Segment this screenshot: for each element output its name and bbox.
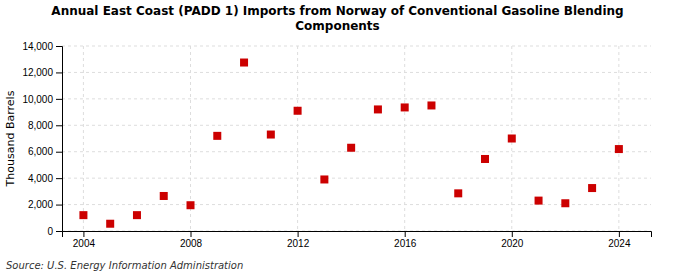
point [106,220,114,228]
tick-label: 12,000 [22,67,53,78]
point [240,59,248,67]
tick: 14,000 [22,41,62,52]
tick: 10,000 [22,94,62,105]
point [561,199,569,207]
y-axis-title: Thousand Barrels [4,90,17,187]
tick-label: 2012 [287,238,310,249]
tick-label: 0 [47,226,53,237]
axis-line [56,47,63,232]
grid [62,46,651,231]
tick-label: 2024 [608,238,631,249]
tick: 12,000 [22,67,62,78]
tick-mark [83,231,84,237]
tick-label: 2016 [394,238,417,249]
tick-label: 2004 [73,238,96,249]
grid-line [297,46,298,231]
tick: 8,000 [28,120,62,131]
x-axis: 2004 2008 2012 2016 2020 2024 [63,231,652,249]
tick-mark [619,231,620,237]
point [481,155,489,163]
tick-mark [56,46,62,47]
source-note: Source: U.S. Energy Information Administ… [6,260,243,271]
plot: 2004 2008 2012 2016 2020 2024 0 2,000 4,000 6,000… [22,41,651,249]
tick-label: 14,000 [22,41,53,52]
tick-label: 2008 [180,238,203,249]
point [294,107,302,115]
tick-label: 8,000 [28,120,53,131]
tick-mark [56,231,62,232]
tick-label: 2020 [501,238,524,249]
point [347,144,355,152]
point [160,192,168,200]
point [401,103,409,111]
tick-mark [56,205,62,206]
tick-mark [56,178,62,179]
grid-line [404,46,405,231]
point [508,135,516,143]
tick: 2004 [73,231,96,249]
point [588,184,596,192]
tick: 2016 [394,231,417,249]
grid-line [62,151,651,152]
axis-line [63,232,652,238]
grid-line [62,46,651,47]
point [320,175,328,183]
grid-line [618,46,619,231]
tick: 0 [47,226,62,237]
tick-mark [56,125,62,126]
chart: 2004 2008 2012 2016 2020 2024 0 2,000 4,000 6,000… [0,0,675,275]
grid-line [62,98,651,99]
tick-mark [56,152,62,153]
tick-label: 10,000 [22,94,53,105]
grid-line [83,46,84,231]
grid-line [62,125,651,126]
tick-label: 2,000 [28,199,53,210]
points [79,59,622,228]
grid-line [62,178,651,179]
tick: 2012 [287,231,310,249]
tick-mark [298,231,299,237]
tick-mark [405,231,406,237]
tick-mark [56,72,62,73]
tick: 4,000 [28,173,62,184]
tick-mark [191,231,192,237]
tick: 2020 [501,231,524,249]
tick: 2008 [180,231,203,249]
tick: 2024 [608,231,631,249]
point [213,132,221,140]
point [267,131,275,139]
tick-mark [56,99,62,100]
point [615,145,623,153]
point [374,105,382,113]
grid-line [62,72,651,73]
tick: 2,000 [28,199,62,210]
point [535,197,543,205]
title: Annual East Coast (PADD 1) Imports from … [51,4,623,33]
point [187,201,195,209]
tick: 6,000 [28,146,62,157]
tick-label: 6,000 [28,146,53,157]
point [133,211,141,219]
y-axis: 0 2,000 4,000 6,000 8,000 10,000 12,000 14,000 [22,41,62,237]
point [454,189,462,197]
tick-label: 4,000 [28,173,53,184]
tick-mark [512,231,513,237]
point [79,211,87,219]
point [427,101,435,109]
